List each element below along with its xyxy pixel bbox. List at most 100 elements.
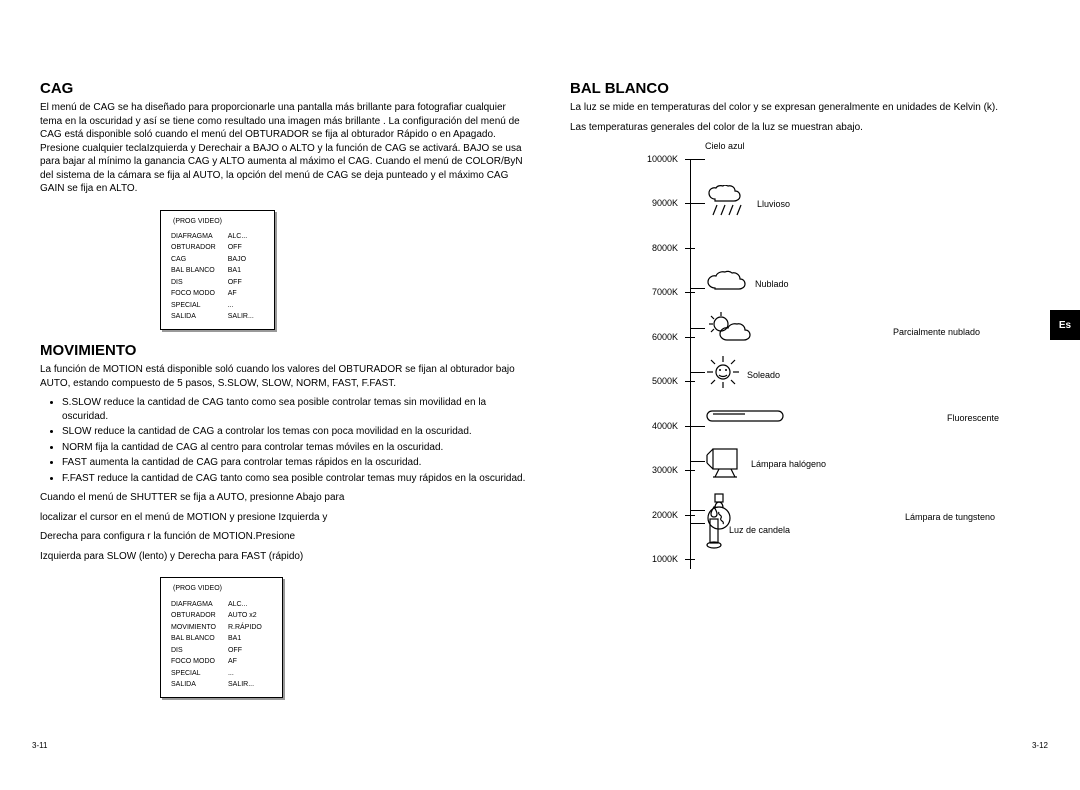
leader-line — [690, 461, 705, 462]
page-number-right: 3-12 — [1032, 741, 1048, 750]
scale-item-label: Soleado — [747, 370, 780, 380]
bullet-item: S.SLOW reduce la cantidad de CAG tanto c… — [62, 396, 530, 423]
scale-tick-label: 2000K — [628, 510, 678, 520]
scale-tick — [685, 515, 695, 516]
scale-item: Lluvioso — [705, 185, 790, 222]
menu-value: BA1 — [228, 634, 272, 643]
leader-line — [690, 372, 705, 373]
scale-item: Soleado — [705, 354, 780, 395]
scale-item-label: Fluorescente — [947, 413, 999, 423]
scale-tick-label: 9000K — [628, 198, 678, 208]
menu-value: OFF — [228, 243, 264, 252]
left-page: CAG El menú de CAG se ha diseñado para p… — [40, 80, 530, 710]
scale-tick — [685, 559, 695, 560]
scale-item: Nublado — [705, 270, 789, 299]
menu-value: ... — [228, 669, 272, 678]
mov-bullets: S.SLOW reduce la cantidad de CAG tanto c… — [62, 396, 530, 485]
menu-label: DIAFRAGMA — [171, 600, 226, 609]
scale-item: Parcialmente nublado — [705, 310, 980, 355]
partcloud-icon — [705, 310, 761, 355]
scale-item: Lámpara halógeno — [705, 443, 826, 484]
menu2-header: (PROG VIDEO) — [173, 584, 274, 593]
rain-icon — [705, 185, 751, 222]
scale-item: Cielo azul — [705, 141, 745, 151]
cag-text: El menú de CAG se ha diseñado para propo… — [40, 101, 530, 196]
kelvin-scale: 10000K 9000K 8000K 7000K 6000K 5000K 4000K 3000… — [630, 154, 1050, 574]
menu-label: DIS — [171, 646, 226, 655]
scale-item-label: Parcialmente nublado — [893, 327, 980, 337]
bal-title: BAL BLANCO — [570, 80, 1060, 97]
scale-tick — [685, 248, 695, 249]
scale-item-label: Lluvioso — [757, 199, 790, 209]
menu-label: OBTURADOR — [171, 611, 226, 620]
menu-label: FOCO MODO — [171, 657, 226, 666]
leader-line — [690, 288, 705, 289]
scale-tick — [685, 337, 695, 338]
menu-label: SPECIAL — [171, 301, 226, 310]
mov-tail4: Izquierda para SLOW (lento) y Derecha pa… — [40, 550, 530, 564]
scale-tick-label: 10000K — [628, 154, 678, 164]
spot-icon — [705, 443, 745, 484]
menu-value: ALC... — [228, 600, 272, 609]
scale-tick-label: 3000K — [628, 465, 678, 475]
tube-icon — [705, 408, 785, 429]
scale-tick-label: 5000K — [628, 376, 678, 386]
menu-value: AUTO x2 — [228, 611, 272, 620]
scale-tick — [685, 381, 695, 382]
bullet-item: NORM fija la cantidad de CAG al centro p… — [62, 441, 530, 455]
menu-label: FOCO MODO — [171, 289, 226, 298]
menu-label: BAL BLANCO — [171, 634, 226, 643]
bullet-item: FAST aumenta la cantidad de CAG para con… — [62, 456, 530, 470]
scale-tick-label: 7000K — [628, 287, 678, 297]
mov-intro: La función de MOTION está disponible sol… — [40, 363, 530, 390]
cloud-icon — [705, 270, 749, 299]
leader-line — [690, 510, 705, 511]
right-page: BAL BLANCO La luz se mide en temperatura… — [570, 80, 1060, 574]
scale-item: Fluorescente — [705, 408, 999, 429]
scale-item-label: Nublado — [755, 279, 789, 289]
menu-label: DIAFRAGMA — [171, 232, 226, 241]
scale-axis — [690, 159, 691, 569]
leader-line — [690, 523, 705, 524]
leader-line — [690, 159, 705, 160]
menu-label: DIS — [171, 278, 226, 287]
menu-value: ... — [228, 301, 264, 310]
mov-tail2: localizar el cursor en el menú de MOTION… — [40, 511, 530, 525]
scale-tick — [685, 292, 695, 293]
scale-tick-label: 6000K — [628, 332, 678, 342]
scale-tick-label: 8000K — [628, 243, 678, 253]
menu-value: ALC... — [228, 232, 264, 241]
menu2-table: DIAFRAGMAALC...OBTURADORAUTO x2MOVIMIENT… — [169, 598, 274, 692]
leader-line — [690, 203, 705, 204]
bullet-item: F.FAST reduce la cantidad de CAG tanto c… — [62, 472, 530, 486]
scale-tick-label: 4000K — [628, 421, 678, 431]
mov-tail3: Derecha para configura r la función de M… — [40, 530, 530, 544]
menu-value: SALIR... — [228, 312, 264, 321]
menu-value: OFF — [228, 646, 272, 655]
scale-item-label: Lámpara halógeno — [751, 459, 826, 469]
scale-item: Luz de candela — [705, 505, 790, 554]
menu-value: AF — [228, 289, 264, 298]
menu-value: SALIR... — [228, 680, 272, 689]
menu-label: SPECIAL — [171, 669, 226, 678]
mov-title: MOVIMIENTO — [40, 342, 530, 359]
scale-item-label: Lámpara de tungsteno — [905, 512, 995, 522]
leader-line — [690, 426, 705, 427]
cag-title: CAG — [40, 80, 530, 97]
sun-icon — [705, 354, 741, 395]
bal-text1: La luz se mide en temperaturas del color… — [570, 101, 1060, 115]
menu-value: R.RÁPIDO — [228, 623, 272, 632]
menu-label: MOVIMIENTO — [171, 623, 226, 632]
menu-label: SALIDA — [171, 312, 226, 321]
bal-text2: Las temperaturas generales del color de … — [570, 121, 1060, 135]
scale-item-label: Luz de candela — [729, 525, 790, 535]
leader-line — [690, 328, 705, 329]
scale-tick-label: 1000K — [628, 554, 678, 564]
menu-label: CAG — [171, 255, 226, 264]
bullet-item: SLOW reduce la cantidad de CAG a control… — [62, 425, 530, 439]
menu-value: BAJO — [228, 255, 264, 264]
language-tab: Es — [1050, 310, 1080, 340]
scale-tick — [685, 470, 695, 471]
menu1-table: DIAFRAGMAALC...OBTURADOROFFCAGBAJOBAL BL… — [169, 230, 266, 324]
candle-icon — [705, 505, 723, 554]
